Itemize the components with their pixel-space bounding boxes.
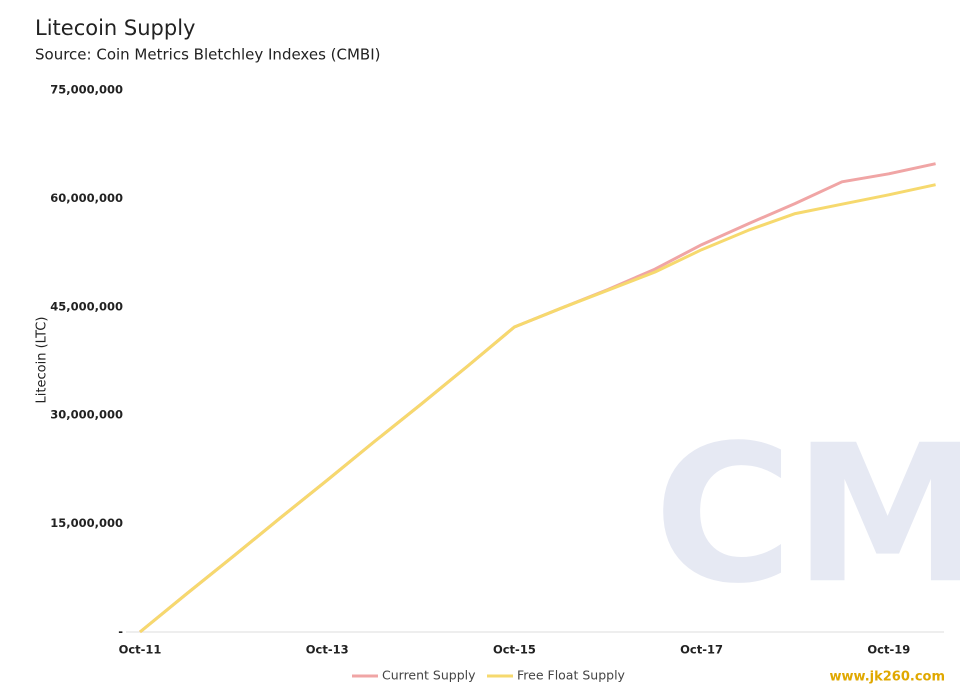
y-tick-label: 15,000,000 <box>50 516 123 530</box>
y-tick-label: 30,000,000 <box>50 408 123 422</box>
x-tick-label: Oct-19 <box>867 643 910 657</box>
legend-label: Free Float Supply <box>517 668 626 683</box>
y-tick-label: - <box>118 625 123 639</box>
y-tick-label: 60,000,000 <box>50 191 123 205</box>
x-tick-label: Oct-15 <box>493 643 536 657</box>
series-line <box>139 183 936 634</box>
y-tick-label: 45,000,000 <box>50 299 123 313</box>
x-tick-label: Oct-11 <box>119 643 162 657</box>
chart-title: Litecoin Supply <box>35 16 195 40</box>
y-tick-label: 75,000,000 <box>50 83 123 97</box>
legend-label: Current Supply <box>382 668 476 683</box>
x-tick-label: Oct-17 <box>680 643 723 657</box>
chart-subtitle: Source: Coin Metrics Bletchley Indexes (… <box>35 46 381 64</box>
logo-watermark: CM <box>654 404 960 625</box>
watermark: www.jk260.com <box>830 670 946 685</box>
y-axis-label: Litecoin (LTC) <box>35 317 50 404</box>
x-tick-label: Oct-13 <box>306 643 349 657</box>
